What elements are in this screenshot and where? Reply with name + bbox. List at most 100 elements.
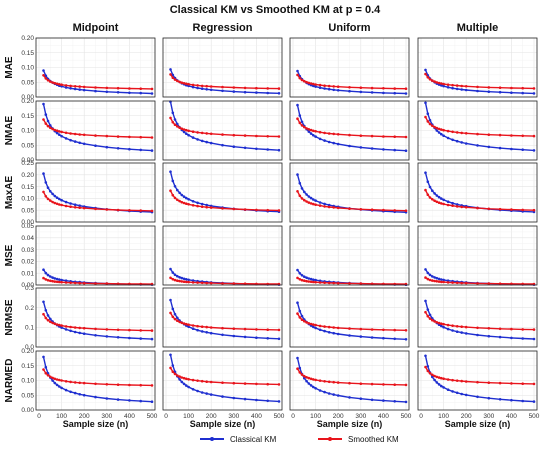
data-point [73,391,77,395]
data-point [55,202,59,206]
data-point [94,334,97,337]
y-tick-label: 0.05 [21,79,34,86]
data-point [266,337,270,340]
data-point [200,330,204,333]
data-point [393,209,397,212]
data-point [314,199,317,202]
data-point [426,308,430,311]
data-point [180,280,184,283]
data-point [464,325,468,329]
data-point [300,318,304,322]
data-point [393,91,397,95]
data-point [455,203,459,206]
data-point [487,282,491,285]
data-point [296,173,299,176]
data-point [209,141,213,145]
data-point [171,277,175,281]
data-point [318,137,322,141]
data-point [60,198,63,202]
data-point [318,281,322,284]
data-point [440,322,443,326]
data-point [69,281,72,285]
data-point [255,282,258,286]
panel-maxae-multiple [417,162,538,223]
data-point [440,82,443,85]
data-point [64,328,68,331]
data-point [205,331,208,334]
y-tick-label: 0.1 [25,325,34,332]
data-point [169,298,172,302]
data-point [305,376,308,379]
data-point [46,186,50,189]
x-tick-label: 400 [378,413,389,420]
data-point [435,194,439,197]
data-point [428,317,432,320]
data-point [393,135,397,138]
data-point [243,397,247,401]
data-point [266,382,270,386]
data-point [532,400,536,403]
data-point [296,190,299,193]
data-point [73,203,77,206]
data-point [58,378,61,382]
data-point [255,147,258,151]
data-point [309,377,313,381]
data-point [442,82,445,86]
data-point [173,78,177,81]
data-point [51,321,54,325]
data-point [455,205,459,208]
data-point [318,83,322,87]
data-point [476,326,479,330]
data-point [243,282,247,286]
data-point [327,331,331,334]
data-point [442,280,445,284]
x-tick-label: 0 [164,413,168,420]
data-point [51,379,54,382]
data-point [300,120,304,124]
data-point [464,332,468,335]
data-point [187,203,190,206]
data-point [332,206,336,209]
data-point [298,309,302,313]
data-point [510,382,513,385]
data-point [314,326,317,330]
data-point [437,131,441,134]
data-point [348,327,351,330]
data-point [426,314,430,318]
data-point [94,144,97,147]
data-point [169,189,172,192]
data-point [318,204,322,207]
data-point [370,134,374,138]
data-point [221,133,224,136]
data-point [191,83,195,87]
data-point [298,272,302,275]
data-point [437,81,441,85]
y-tick-label: 0.00 [21,407,34,414]
data-point [404,329,408,332]
data-point [221,395,224,398]
data-point [309,322,313,326]
data-point [521,86,524,90]
x-tick-label: 100 [310,413,321,420]
data-point [180,193,184,197]
data-point [348,86,351,89]
y-tick-label: 0.15 [21,50,34,57]
data-point [187,325,190,329]
data-point [370,398,374,402]
x-axis-title: Sample size (n) [445,419,511,429]
data-point [532,87,536,90]
data-point [46,318,50,322]
data-point [255,91,258,94]
data-point [42,118,45,121]
data-point [300,314,304,318]
data-point [176,279,179,283]
data-point [510,86,513,90]
y-tick-label: 0.05 [21,392,34,399]
data-point [359,335,363,338]
data-point [173,196,177,200]
data-point [476,282,479,285]
data-point [73,206,77,209]
data-point [451,130,454,134]
y-tick-label: 0.20 [21,98,34,105]
